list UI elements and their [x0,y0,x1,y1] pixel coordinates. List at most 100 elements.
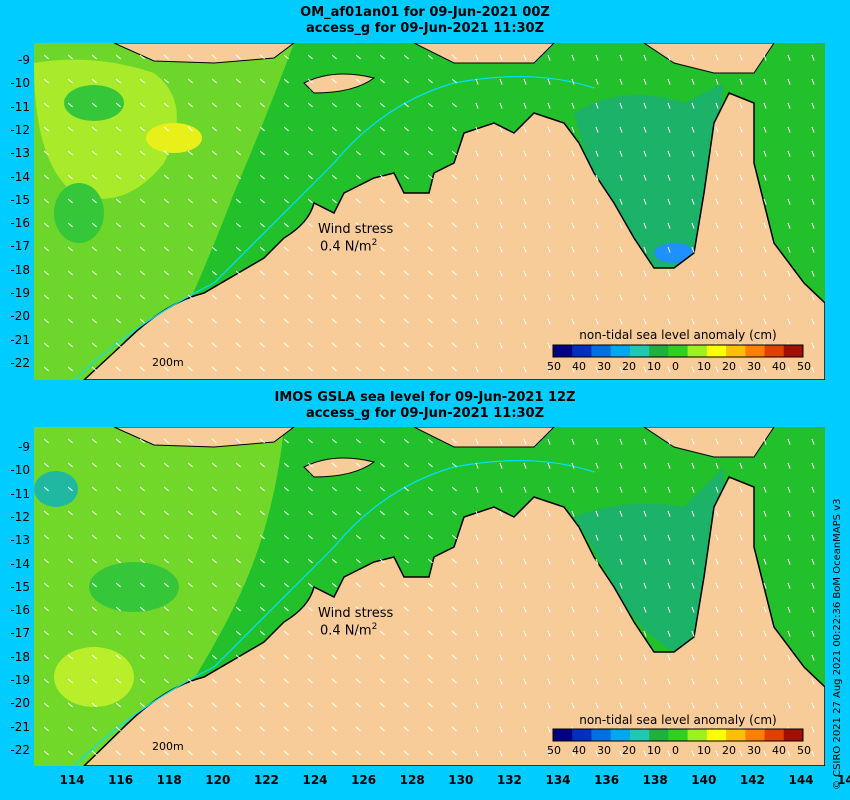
wind-arrow [691,702,695,709]
x-tick-label: 144 [788,773,814,787]
wind-arrow [427,294,433,300]
wind-arrow [139,510,145,516]
wind-arrow [595,438,599,445]
map-panel-1 [34,43,825,380]
wind-arrow [355,78,361,84]
wind-arrow [571,510,575,517]
wind-arrow [787,654,791,661]
wind-arrow [331,534,337,540]
wind-arrow [715,606,719,613]
wind-arrow [619,174,623,181]
wind-arrow [283,54,289,60]
wind-arrow [619,294,623,301]
wind-arrow [259,54,265,60]
wind-arrow [283,702,289,708]
wind-arrow [475,534,479,541]
wind-arrow [643,102,647,109]
wind-arrow [67,630,73,636]
colorbar-tick: 40 [772,360,786,373]
wind-arrow [43,150,49,156]
wind-arrow [331,342,337,348]
colorbar-swatch [745,345,766,357]
wind-arrow [427,462,433,468]
wind-arrow [43,486,49,492]
wind-arrow [475,510,479,517]
wind-arrow [811,582,815,589]
wind-arrow [691,654,695,661]
wind-arrow [115,270,121,276]
wind-arrow [451,366,457,372]
wind-arrow [691,366,695,373]
wind-arrow [739,558,743,565]
map-1-svg [34,43,825,380]
wind-arrow [283,198,289,204]
wind-arrow [331,102,337,108]
wind-arrow [619,510,623,517]
wind-arrow [811,174,815,181]
wind-arrow [595,198,599,205]
wind-arrow [787,174,791,181]
wind-arrow [499,486,503,493]
wind-arrow [595,222,599,229]
wind-arrow [115,222,121,228]
wind-arrow [115,534,121,540]
wind-arrow [715,246,719,253]
island-png-2 [643,427,775,458]
isobath-label-1: 200m [152,356,184,369]
wind-arrow [715,366,719,373]
wind-arrow [787,198,791,205]
wind-arrow [139,654,145,660]
wind-arrow [91,702,97,708]
wind-arrow [739,270,743,277]
wind-arrow [355,582,361,588]
wind-arrow [523,246,527,253]
wind-arrow [187,630,193,636]
island-2 [413,43,555,64]
wind-arrow [355,678,361,684]
wind-arrow [163,510,169,516]
wind-arrow [259,702,265,708]
wind-arrow [619,486,623,493]
colorbar-swatch [610,345,631,357]
wind-arrow [811,222,815,229]
wind-arrow [235,270,241,276]
wind-arrow [475,678,479,685]
wind-arrow [523,510,527,517]
wind-arrow [331,510,337,516]
wind-arrow [139,558,145,564]
wind-arrow [67,534,73,540]
wind-arrow [355,654,361,660]
wind-arrow [787,510,791,517]
wind-arrow [619,750,623,757]
wind-arrow [451,78,457,84]
wind-arrow [619,270,623,277]
wind-arrow [547,510,551,517]
wind-arrow [91,102,97,108]
colorbar-title-2: non-tidal sea level anomaly (cm) [579,713,777,727]
wind-arrow [403,246,409,252]
wind-arrow [115,342,121,348]
y-tick-label: -19 [10,673,30,687]
wind-arrow [811,246,815,253]
wind-arrow [643,462,647,469]
wind-arrow [715,654,719,661]
wind-arrow [163,438,169,444]
colorbar-tick: 0 [672,744,679,757]
gulf-anomaly-2 [574,467,724,652]
wind-arrow [163,294,169,300]
wind-arrow [355,174,361,180]
wind-arrow [379,366,385,372]
colorbar-ticks-1: 50 40 30 20 10 0 10 20 30 40 50 [547,360,811,374]
wind-arrow [619,78,623,85]
wind-arrow [739,486,743,493]
wind-arrow [115,294,121,300]
wind-arrow [811,54,815,61]
wind-arrow [715,462,719,469]
wind-arrow [547,366,551,373]
wind-arrow [547,678,551,685]
wind-arrow [43,366,49,372]
wind-arrow [163,582,169,588]
wind-arrow [619,558,623,565]
wind-arrow [115,582,121,588]
wind-arrow [427,318,433,324]
